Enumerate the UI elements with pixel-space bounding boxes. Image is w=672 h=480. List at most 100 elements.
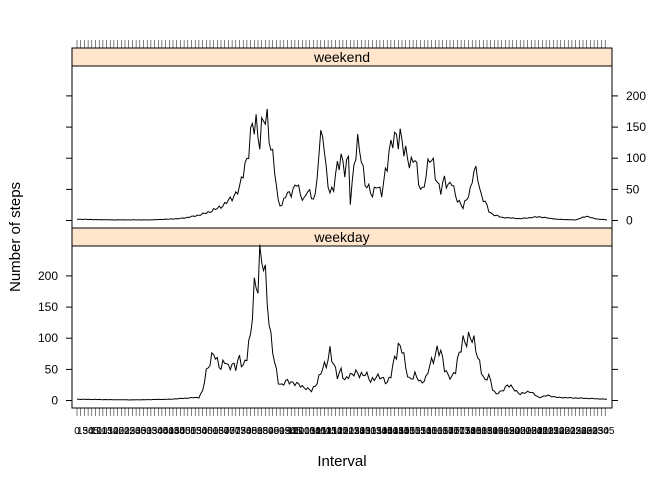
x-tick-label: 215 (119, 426, 136, 437)
x-tick-label: 1815 (470, 426, 493, 437)
x-tick-label: 730 (235, 426, 252, 437)
x-tick-label: 2100 (531, 426, 554, 437)
x-tick-label: 2330 (587, 426, 610, 437)
x-tick-label: 2000 (509, 426, 532, 437)
series-line-weekend (76, 108, 608, 221)
x-tick-label: 830 (257, 426, 274, 437)
panel-weekday: weekday 0 50 100 150 200 (38, 227, 618, 409)
x-tick-label: 2015 (515, 426, 538, 437)
panel-frame-weekend (71, 65, 613, 229)
x-tick-label: 1500 (398, 426, 421, 437)
y-tick-label: 100 (38, 331, 58, 345)
y-tick-label: 150 (38, 300, 58, 314)
x-tick-label: 1745 (459, 426, 482, 437)
x-tick-label: 345 (152, 426, 169, 437)
x-axis-label: Interval (317, 453, 366, 470)
y-tick-label: 0 (51, 394, 58, 408)
x-tick-label: 430 (168, 426, 185, 437)
strip-label-weekend: weekend (313, 49, 370, 65)
y-tick-label: 50 (626, 182, 640, 196)
x-tick-label: 1615 (426, 426, 449, 437)
x-tick-label: 1415 (382, 426, 405, 437)
x-tick-label: 845 (263, 426, 280, 437)
x-tick-label: 30 (83, 426, 95, 437)
x-tick-label: 1300 (354, 426, 377, 437)
x-tick-label: 530 (191, 426, 208, 437)
y-tick-label: 150 (626, 120, 646, 134)
x-tick-label: 1715 (448, 426, 471, 437)
x-tick-label: 245 (130, 426, 147, 437)
x-tick-label: 1845 (481, 426, 504, 437)
x-tick-label: 515 (185, 426, 202, 437)
strip-label-weekday: weekday (313, 229, 369, 245)
x-tick-label: 915 (274, 426, 291, 437)
x-tick-label: 2315 (581, 426, 604, 437)
x-tick-label: 230 (124, 426, 141, 437)
x-tick-label: 1045 (304, 426, 327, 437)
x-tick-label: 400 (157, 426, 174, 437)
x-tick-label: 115 (97, 426, 113, 437)
x-tick-label: 745 (240, 426, 257, 437)
x-tick-label: 0 (74, 426, 80, 437)
x-tick-label: 1530 (409, 426, 432, 437)
x-tick-label: 900 (268, 426, 285, 437)
x-tick-label: 15 (77, 426, 89, 437)
x-tick-label: 2345 (592, 426, 615, 437)
x-tick-label: 1315 (359, 426, 382, 437)
x-tick-label: 2300 (576, 426, 599, 437)
x-tick-label: 545 (196, 426, 213, 437)
x-tick-labels: 0153045100115130145200215230245300315330… (74, 426, 615, 437)
y-tick-label: 200 (38, 269, 58, 283)
y-axis-weekday: 0 50 100 150 200 (38, 269, 618, 408)
x-tick-label: 1900 (487, 426, 510, 437)
x-tick-label: 2200 (553, 426, 576, 437)
x-tick-label: 600 (202, 426, 219, 437)
x-tick-label: 1215 (337, 426, 360, 437)
x-tick-label: 1200 (332, 426, 355, 437)
x-tick-label: 2245 (570, 426, 593, 437)
x-tick-label: 500 (179, 426, 196, 437)
x-tick-label: 1145 (327, 426, 349, 437)
x-tick-label: 615 (207, 426, 224, 437)
x-tick-label: 715 (229, 426, 246, 437)
x-tick-label: 2030 (520, 426, 543, 437)
y-tick-label: 0 (626, 214, 633, 228)
x-tick-label: 445 (174, 426, 191, 437)
bottom-tick-marks (76, 408, 606, 416)
x-tick-label: 2230 (564, 426, 587, 437)
y-tick-label: 50 (45, 362, 59, 376)
x-tick-label: 130 (102, 426, 119, 437)
x-tick-label: 145 (107, 426, 124, 437)
x-tick-label: 1600 (420, 426, 443, 437)
x-tick-label: 1130 (321, 426, 343, 437)
x-tick-label: 1430 (387, 426, 410, 437)
x-tick-label: 100 (91, 426, 108, 437)
x-tick-label: 815 (251, 426, 268, 437)
top-tick-marks (76, 40, 606, 48)
x-tick-label: 1400 (376, 426, 399, 437)
x-tick-label: 1630 (431, 426, 454, 437)
x-tick-label: 1245 (348, 426, 371, 437)
x-tick-label: 1230 (343, 426, 366, 437)
x-tick-label: 200 (113, 426, 130, 437)
x-tick-label: 1700 (443, 426, 466, 437)
x-tick-label: 415 (163, 426, 180, 437)
x-tick-label: 1515 (404, 426, 427, 437)
y-tick-label: 100 (626, 151, 646, 165)
y-axis-label: Number of steps (7, 182, 24, 292)
panel-frame-weekday (71, 245, 613, 409)
x-tick-label: 645 (218, 426, 235, 437)
x-tick-label: 700 (224, 426, 241, 437)
x-tick-label: 1445 (393, 426, 416, 437)
x-tick-label: 2045 (526, 426, 549, 437)
x-tick-label: 1030 (299, 426, 322, 437)
x-tick-label: 315 (141, 426, 158, 437)
x-tick-label: 2145 (548, 426, 571, 437)
x-tick-label: 1800 (465, 426, 488, 437)
x-tick-label: 1645 (437, 426, 460, 437)
x-tick-label: 300 (135, 426, 152, 437)
x-tick-label: 2115 (537, 426, 559, 437)
panel-weekend: weekend 0 50 100 150 200 (66, 47, 646, 229)
x-tick-label: 2215 (559, 426, 582, 437)
